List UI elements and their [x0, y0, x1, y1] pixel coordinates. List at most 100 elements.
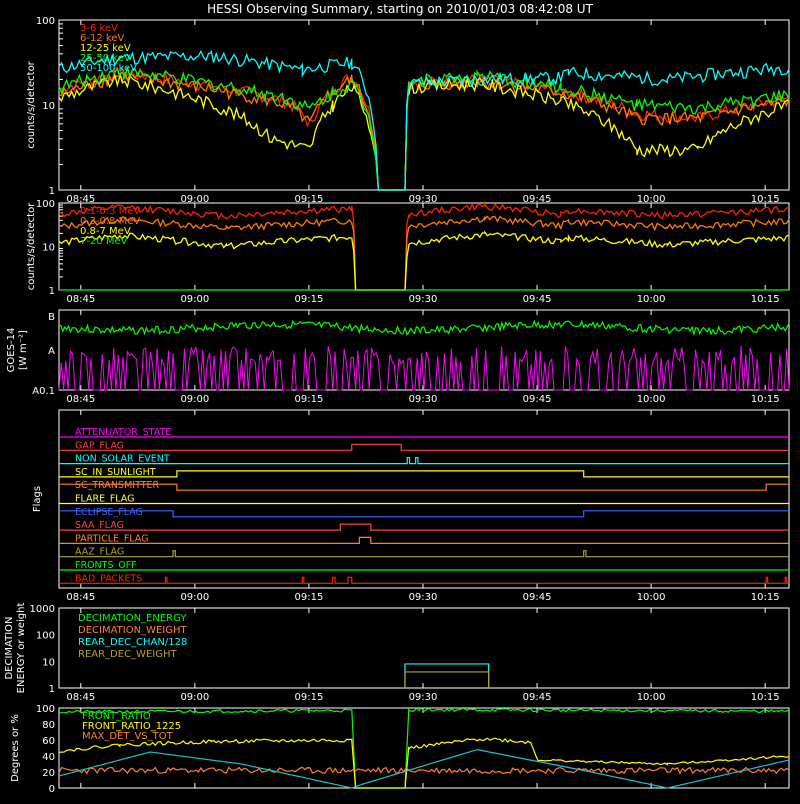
y-tick-label-3: 60 [42, 736, 55, 747]
y-axis-label: GOES-14 [6, 328, 17, 373]
flag-line-3 [59, 470, 789, 478]
x-tick-label-1: 09:00 [180, 194, 209, 205]
x-tick-label-6: 10:15 [751, 592, 780, 603]
x-tick-label-1: 09:00 [180, 394, 209, 405]
y-tick-label-2: 40 [42, 752, 55, 763]
x-tick-label-6: 10:15 [751, 194, 780, 205]
flag-label-1: GAP_FLAG [75, 440, 124, 451]
goes-panel: 08:45 09:00 09:15 09:30 09:45 10:00 10:15 A0.1 A… [6, 309, 790, 405]
x-tick-label-0: 08:45 [66, 592, 95, 603]
y-tick-label-0: 1 [49, 186, 55, 197]
figure-title: HESSI Observing Summary, starting on 201… [207, 2, 593, 16]
y-tick-label-0: 0 [49, 784, 55, 795]
x-tick-label-5: 10:00 [637, 294, 666, 305]
flag-label-11: BAD_PACKETS [75, 573, 142, 584]
y-axis-label: Flags [32, 486, 43, 512]
flag-label-0: ATTENUATOR_STATE [75, 427, 171, 438]
flag-line-2 [59, 457, 789, 465]
y-tick-label-1: 10 [42, 657, 55, 668]
series-line-2 [58, 72, 790, 191]
x-tick-label-6: 10:15 [751, 692, 780, 703]
legend-entry-0: FRONT_RATIO [82, 711, 151, 722]
x-tick-label-1: 09:00 [180, 294, 209, 305]
y-axis-label: counts/s/detector [26, 60, 37, 148]
hxr-high-panel: 08:45 09:00 09:15 09:30 09:45 10:00 10:15 1 10 10… [26, 199, 790, 305]
x-tick-label-2: 09:15 [295, 394, 324, 405]
y-tick-label-3: 1000 [30, 604, 55, 615]
ratios-frame [58, 707, 790, 789]
x-tick-label-3: 09:30 [409, 194, 438, 205]
flag-label-2: NON_SOLAR_EVENT [75, 454, 170, 465]
series-line-4 [58, 49, 790, 191]
series-line-2 [58, 766, 790, 775]
legend-entry-3: 7-20 MeV [80, 236, 128, 247]
legend-entry-4: 50-100 keV [80, 63, 137, 74]
y-tick-label-0: 1 [49, 286, 55, 297]
y-axis-label-2: ENERGY or weight [16, 603, 27, 694]
series-line-0 [58, 707, 790, 789]
series-line-2 [58, 230, 790, 291]
flag-line-1 [59, 443, 789, 451]
legend-entry-0: 3-6 keV [80, 23, 118, 34]
x-tick-label-2: 09:15 [295, 592, 324, 603]
legend-entry-3: REAR_DEC_WEIGHT [78, 649, 177, 660]
y-axis-label: DECIMATION [4, 616, 15, 679]
goes-short-line [58, 345, 790, 391]
flags-panel: 08:45 09:00 09:15 09:30 09:45 10:00 10:15 Flags… [32, 409, 790, 603]
flag-label-5: FLARE_FLAG [75, 494, 135, 505]
panels-group: 08:45 09:00 09:15 09:30 09:45 10:00 10:1511010… [4, 16, 790, 795]
flag-label-7: SAA_FLAG [75, 520, 124, 531]
y-tick-label-1: A [48, 346, 55, 357]
y-tick-label-4: 80 [42, 720, 55, 731]
y-tick-label-0: 1 [49, 684, 55, 695]
legend-entry-0: DECIMATION_ENERGY [78, 613, 187, 624]
y-tick-label-2: 100 [36, 16, 55, 27]
y-tick-label-1: 20 [42, 768, 55, 779]
series-line-3 [58, 748, 790, 789]
y-tick-label-1: 10 [42, 243, 55, 254]
hxr-low-panel: 08:45 09:00 09:15 09:30 09:45 10:00 10:15 1 10 10… [26, 16, 790, 205]
flag-line-9 [59, 550, 789, 558]
x-tick-label-4: 09:45 [523, 394, 552, 405]
x-tick-label-2: 09:15 [295, 294, 324, 305]
flag-line-7 [59, 523, 789, 531]
legend-entry-1: 6-12 keV [80, 33, 124, 44]
y-tick-label-0: A0.1 [32, 386, 55, 397]
x-tick-label-3: 09:30 [409, 692, 438, 703]
decimation-frame [58, 607, 790, 689]
decimation-panel: 08:45 09:00 09:15 09:30 09:45 10:00 10:15 1 10 10… [4, 603, 790, 703]
flag-label-3: SC_IN_SUNLIGHT [75, 467, 156, 478]
x-tick-label-4: 09:45 [523, 692, 552, 703]
x-tick-label-5: 10:00 [637, 394, 666, 405]
flag-line-11 [59, 576, 789, 584]
ratios-panel: 0 20 40 60 80 100 Degrees or % FRONT_RATIOFRONT… [10, 704, 790, 795]
x-tick-label-3: 09:30 [409, 294, 438, 305]
y-axis-label: Degrees or % [10, 714, 21, 782]
x-tick-label-3: 09:30 [409, 394, 438, 405]
flag-label-8: PARTICLE_FLAG [75, 533, 148, 544]
flag-label-9: AAZ_FLAG [75, 547, 124, 558]
x-tick-label-0: 08:45 [66, 692, 95, 703]
series-line-1 [58, 737, 790, 789]
flags-frame [58, 409, 790, 589]
goes-long-line [58, 319, 790, 337]
legend-entry-2: MAX_DET_VS_TOT [82, 731, 174, 742]
x-tick-label-0: 08:45 [66, 294, 95, 305]
x-tick-label-6: 10:15 [751, 294, 780, 305]
x-tick-label-1: 09:00 [180, 692, 209, 703]
series-line-0 [58, 65, 790, 191]
step-line-3-0 [404, 671, 490, 688]
hxr-low-frame [58, 19, 790, 191]
y-axis-label: counts/s/detector [26, 202, 37, 290]
flag-line-8 [59, 536, 789, 544]
y-tick-label-2: 100 [36, 631, 55, 642]
y-tick-label-5: 100 [36, 704, 55, 715]
series-line-0 [58, 202, 790, 291]
y-tick-label-2: 100 [36, 199, 55, 210]
legend-entry-2: 12-25 keV [80, 43, 131, 54]
legend-entry-2: REAR_DEC_CHAN/128 [78, 637, 187, 648]
x-tick-label-4: 09:45 [523, 294, 552, 305]
legend-entry-1: FRONT_RATIO_1225 [82, 721, 181, 732]
x-tick-label-0: 08:45 [66, 194, 95, 205]
